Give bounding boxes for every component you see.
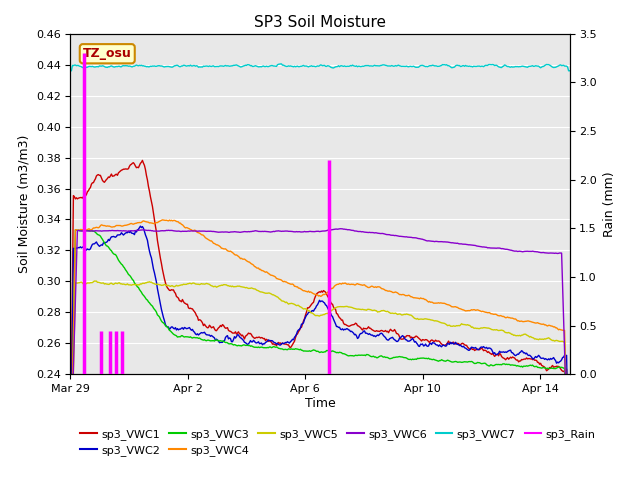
Line: sp3_VWC7: sp3_VWC7 — [70, 64, 570, 71]
sp3_VWC1 — [477, 346, 484, 351]
sp3_VWC5 — [305, 308, 312, 314]
sp3_VWC5 — [477, 325, 484, 331]
sp3_VWC1 — [139, 157, 147, 163]
sp3_VWC1 — [305, 305, 312, 311]
sp3_VWC3 — [308, 348, 316, 354]
Y-axis label: Soil Moisture (m3/m3): Soil Moisture (m3/m3) — [17, 135, 30, 273]
sp3_VWC6 — [337, 226, 344, 232]
sp3_VWC2 — [555, 360, 563, 366]
sp3_VWC2 — [305, 310, 312, 315]
sp3_VWC2 — [136, 223, 144, 229]
sp3_VWC7 — [477, 64, 484, 70]
Line: sp3_VWC6: sp3_VWC6 — [70, 229, 570, 480]
Legend: sp3_VWC1, sp3_VWC2, sp3_VWC3, sp3_VWC4, sp3_VWC5, sp3_VWC6, sp3_VWC7, sp3_Rain: sp3_VWC1, sp3_VWC2, sp3_VWC3, sp3_VWC4, … — [76, 424, 600, 460]
sp3_VWC7 — [278, 61, 285, 67]
sp3_VWC7 — [566, 68, 573, 73]
sp3_VWC7 — [338, 63, 346, 69]
sp3_VWC5 — [338, 304, 346, 310]
sp3_VWC5 — [91, 278, 99, 284]
sp3_VWC6 — [67, 468, 74, 474]
sp3_VWC3 — [365, 352, 372, 358]
sp3_VWC6 — [307, 228, 314, 234]
sp3_VWC6 — [303, 229, 311, 235]
sp3_VWC3 — [338, 350, 346, 356]
sp3_VWC6 — [338, 226, 346, 232]
sp3_VWC4 — [159, 217, 166, 223]
Line: sp3_VWC3: sp3_VWC3 — [70, 230, 570, 480]
Text: TZ_osu: TZ_osu — [83, 47, 132, 60]
sp3_VWC7 — [308, 63, 316, 69]
sp3_VWC3 — [477, 360, 484, 366]
sp3_VWC3 — [72, 227, 79, 233]
sp3_VWC5 — [365, 306, 372, 312]
sp3_VWC7 — [67, 68, 74, 73]
sp3_VWC1 — [365, 324, 372, 330]
Title: SP3 Soil Moisture: SP3 Soil Moisture — [254, 15, 386, 30]
sp3_VWC1 — [338, 317, 346, 323]
X-axis label: Time: Time — [305, 397, 335, 410]
sp3_VWC2 — [477, 345, 484, 350]
sp3_VWC4 — [477, 308, 484, 314]
sp3_VWC7 — [365, 63, 372, 69]
Y-axis label: Rain (mm): Rain (mm) — [603, 171, 616, 237]
sp3_VWC1 — [308, 301, 316, 307]
sp3_VWC4 — [305, 288, 312, 294]
sp3_VWC1 — [555, 363, 563, 369]
sp3_VWC4 — [338, 281, 346, 287]
sp3_VWC1 — [67, 467, 74, 473]
sp3_VWC4 — [308, 289, 316, 295]
sp3_VWC6 — [477, 244, 484, 250]
sp3_VWC6 — [365, 229, 372, 235]
Line: sp3_VWC4: sp3_VWC4 — [70, 220, 570, 480]
sp3_VWC2 — [365, 332, 372, 337]
sp3_VWC2 — [308, 308, 316, 314]
Line: sp3_VWC1: sp3_VWC1 — [70, 160, 570, 480]
sp3_VWC3 — [555, 364, 563, 370]
sp3_VWC4 — [555, 327, 563, 333]
sp3_VWC6 — [555, 251, 563, 256]
sp3_VWC3 — [305, 348, 312, 354]
sp3_VWC7 — [305, 64, 312, 70]
Line: sp3_VWC5: sp3_VWC5 — [70, 281, 570, 480]
Line: sp3_VWC2: sp3_VWC2 — [70, 226, 570, 480]
sp3_VWC2 — [338, 327, 346, 333]
sp3_VWC5 — [308, 310, 316, 316]
sp3_VWC4 — [365, 285, 372, 290]
sp3_VWC5 — [555, 338, 563, 344]
sp3_VWC7 — [555, 63, 563, 69]
